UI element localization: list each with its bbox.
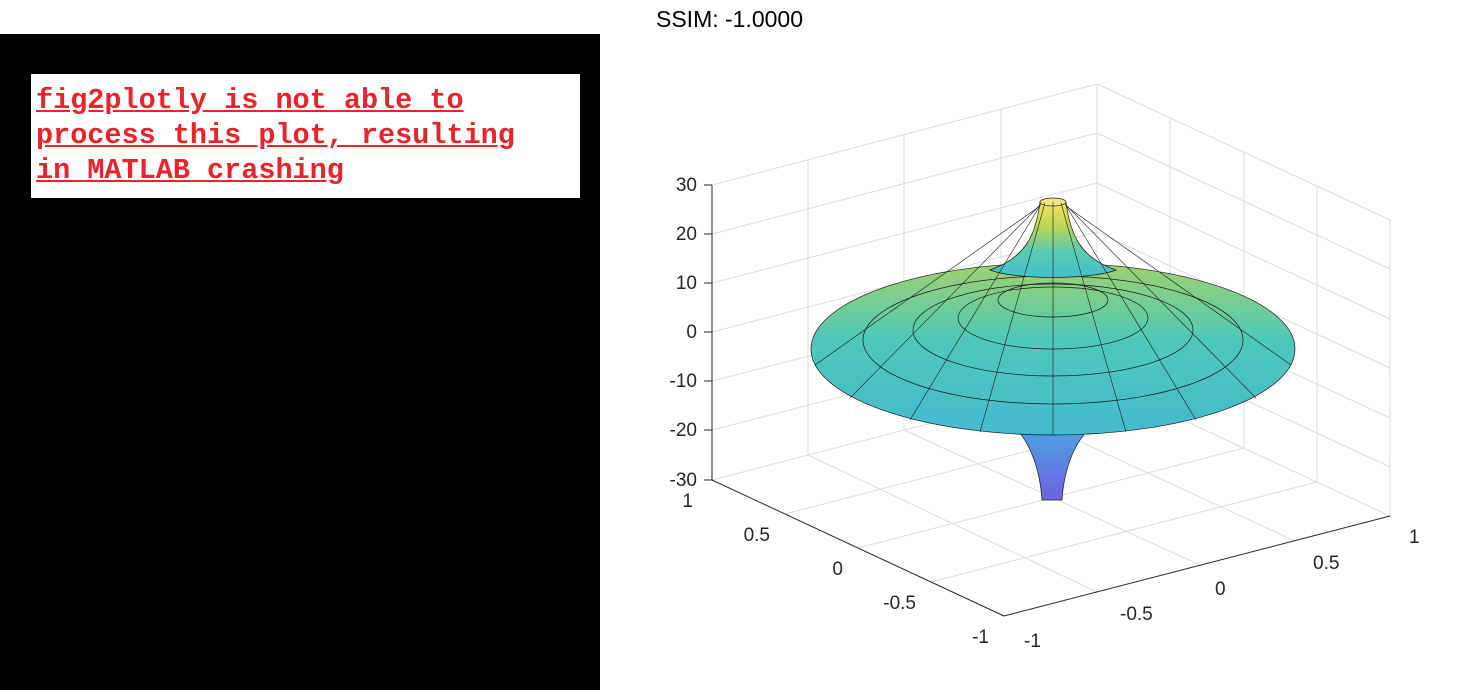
y-tick-label: 0 [832, 559, 843, 580]
y-tick-label: 0.5 [744, 525, 770, 546]
z-tick-labels: 30 20 10 0 -10 -20 -30 [670, 175, 697, 491]
y-tick-labels: 1 0.5 0 -0.5 -1 [682, 491, 989, 648]
y-tick-label: -0.5 [883, 593, 916, 614]
y-axis-line [711, 479, 1005, 617]
x-tick-label: 1 [1409, 527, 1420, 548]
x-tick-label: 0.5 [1313, 553, 1339, 574]
x-tick-label: 0 [1215, 579, 1226, 600]
surface-plot: 30 20 10 0 -10 -20 -30 1 0.5 0 -0.5 -1 -… [670, 83, 1420, 652]
surface [810, 197, 1296, 501]
surface-bottom-spike [1011, 424, 1096, 501]
x-tick-label: -0.5 [1120, 604, 1153, 625]
z-tick-label: 30 [676, 175, 697, 196]
grid-line [930, 481, 1318, 583]
left-panel: fig2plotly is not able to process this p… [0, 34, 600, 690]
x-tick-labels: -1 -0.5 0 0.5 1 [1024, 527, 1420, 652]
z-tick-label: 20 [676, 224, 697, 245]
axis-ticks [704, 184, 712, 481]
z-tick-label: 0 [686, 322, 697, 343]
surface-meridians [814, 202, 1292, 435]
z-tick-label: -20 [670, 420, 697, 441]
x-tick-label: -1 [1024, 631, 1041, 652]
y-tick-label: 1 [682, 491, 693, 512]
chart-title: SSIM: -1.0000 [656, 6, 804, 32]
z-tick-label: -10 [670, 371, 697, 392]
y-tick-label: -1 [972, 627, 989, 648]
error-message: fig2plotly is not able to process this p… [36, 84, 515, 187]
z-tick-label: 10 [676, 273, 697, 294]
grid-line [711, 83, 1098, 186]
x-axis-line [1003, 515, 1391, 617]
z-tick-label: -30 [670, 470, 697, 491]
error-box: fig2plotly is not able to process this p… [31, 74, 580, 198]
